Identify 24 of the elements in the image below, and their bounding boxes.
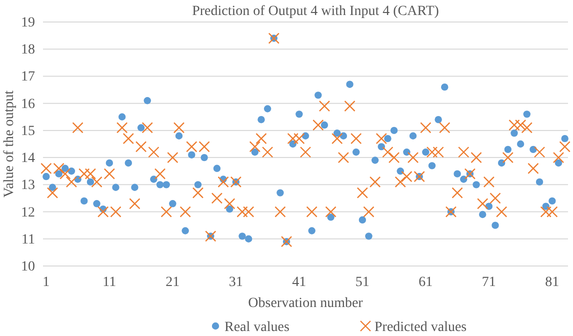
y-tick-label: 11 xyxy=(22,232,35,248)
y-tick-label: 14 xyxy=(21,151,35,166)
y-tick-label: 10 xyxy=(21,259,35,274)
y-axis-title: Value of the output xyxy=(2,90,17,198)
x-tick-label: 71 xyxy=(482,274,496,290)
x-tick-label: 51 xyxy=(355,274,370,290)
x-tick-label: 11 xyxy=(102,274,116,290)
y-tick-label: 19 xyxy=(21,15,35,30)
y-tick-label: 13 xyxy=(21,178,35,194)
legend-label: Predicted values xyxy=(374,320,467,335)
legend-label: Real values xyxy=(224,320,290,335)
x-tick-label: 41 xyxy=(292,274,306,290)
x-tick-label: 31 xyxy=(228,274,243,290)
x-tick-label: 21 xyxy=(166,274,180,290)
x-tick-label: 1 xyxy=(42,274,50,290)
x-tick-label: 61 xyxy=(418,274,433,290)
chart-title: Prediction of Output 4 with Input 4 (CART) xyxy=(192,4,440,19)
y-tick-label: 15 xyxy=(21,124,35,139)
y-tick-label: 16 xyxy=(21,96,35,112)
y-tick-label: 18 xyxy=(21,42,35,58)
y-tick-label: 12 xyxy=(21,205,35,220)
x-axis-title: Observation number xyxy=(248,296,364,311)
x-tick-label: 81 xyxy=(545,274,560,290)
y-tick-label: 17 xyxy=(21,70,35,85)
